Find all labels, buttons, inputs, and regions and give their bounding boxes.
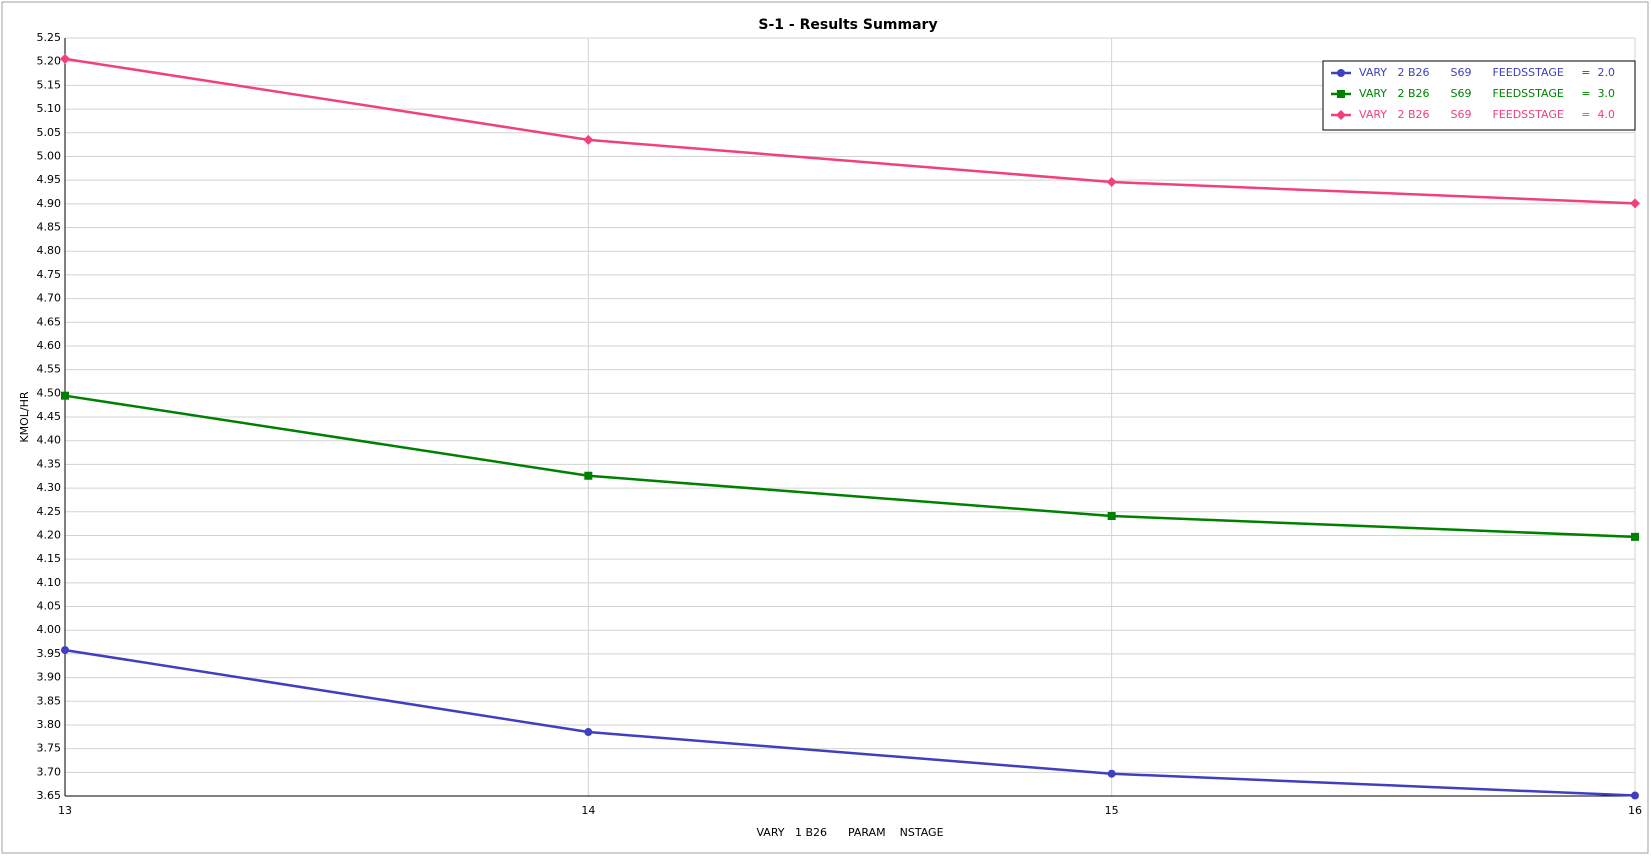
- x-tick-label: 14: [581, 804, 595, 817]
- data-point: [584, 728, 593, 737]
- y-tick-label: 5.20: [37, 55, 62, 68]
- legend-label: VARY 2 B26 S69 FEEDSSTAGE = 4.0: [1359, 108, 1615, 121]
- y-tick-label: 4.80: [37, 244, 62, 257]
- x-tick-label: 13: [58, 804, 72, 817]
- data-point: [1631, 532, 1639, 541]
- y-tick-label: 5.00: [37, 149, 62, 162]
- series-line: [64, 57, 1636, 205]
- legend-box: [1322, 60, 1636, 131]
- y-tick-label: 3.95: [37, 647, 62, 660]
- y-tick-label: 3.90: [37, 671, 62, 684]
- chart-title: S-1 - Results Summary: [758, 17, 937, 33]
- data-point: [61, 391, 69, 400]
- y-tick-label: 5.10: [37, 102, 62, 115]
- y-tick-label: 5.15: [37, 78, 62, 91]
- y-axis-label: KMOL/HR: [18, 391, 31, 442]
- y-tick-label: 4.35: [37, 457, 62, 470]
- y-tick-label: 4.20: [37, 528, 62, 541]
- y-tick-label: 4.25: [37, 505, 62, 518]
- legend-label: VARY 2 B26 S69 FEEDSSTAGE = 2.0: [1359, 66, 1615, 79]
- y-tick-label: 4.50: [37, 386, 62, 399]
- data-point: [1107, 769, 1116, 778]
- data-point: [1106, 177, 1117, 188]
- legend-marker: [1337, 69, 1345, 77]
- y-tick-label: 4.70: [37, 292, 62, 305]
- y-tick-label: 4.45: [37, 410, 62, 423]
- x-axis-label: VARY 1 B26 PARAM NSTAGE: [756, 826, 943, 839]
- legend-label: VARY 2 B26 S69 FEEDSSTAGE = 3.0: [1359, 87, 1615, 100]
- y-tick-label: 4.00: [37, 623, 62, 636]
- data-point: [61, 646, 69, 655]
- y-tick-label: 5.05: [37, 126, 62, 139]
- data-point: [583, 134, 594, 145]
- data-point: [1630, 198, 1640, 209]
- legend-marker: [1336, 110, 1346, 120]
- y-tick-label: 4.15: [37, 552, 62, 565]
- y-tick-label: 4.55: [37, 363, 62, 376]
- y-tick-label: 3.80: [37, 718, 62, 731]
- y-tick-label: 4.85: [37, 221, 62, 234]
- y-tick-label: 4.40: [37, 434, 62, 447]
- data-point: [60, 53, 70, 64]
- y-tick-label: 4.65: [37, 315, 62, 328]
- y-tick-label: 4.60: [37, 339, 62, 352]
- y-tick-label: 4.95: [37, 173, 62, 186]
- data-point: [1631, 791, 1639, 800]
- x-tick-label: 15: [1105, 804, 1119, 817]
- x-tick-label: 16: [1628, 804, 1642, 817]
- y-tick-label: 4.05: [37, 600, 62, 613]
- data-point: [1107, 512, 1116, 521]
- y-tick-label: 5.25: [37, 31, 62, 44]
- y-tick-label: 3.65: [37, 789, 62, 802]
- y-tick-label: 4.75: [37, 268, 62, 281]
- y-tick-label: 3.75: [37, 742, 62, 755]
- y-tick-label: 4.90: [37, 197, 62, 210]
- data-point: [584, 471, 593, 480]
- y-tick-label: 3.85: [37, 694, 62, 707]
- y-tick-label: 3.70: [37, 765, 62, 778]
- y-tick-label: 4.30: [37, 481, 62, 494]
- series-line: [64, 648, 1636, 797]
- legend-marker: [1337, 90, 1345, 98]
- series-line: [64, 394, 1636, 539]
- y-tick-label: 4.10: [37, 576, 62, 589]
